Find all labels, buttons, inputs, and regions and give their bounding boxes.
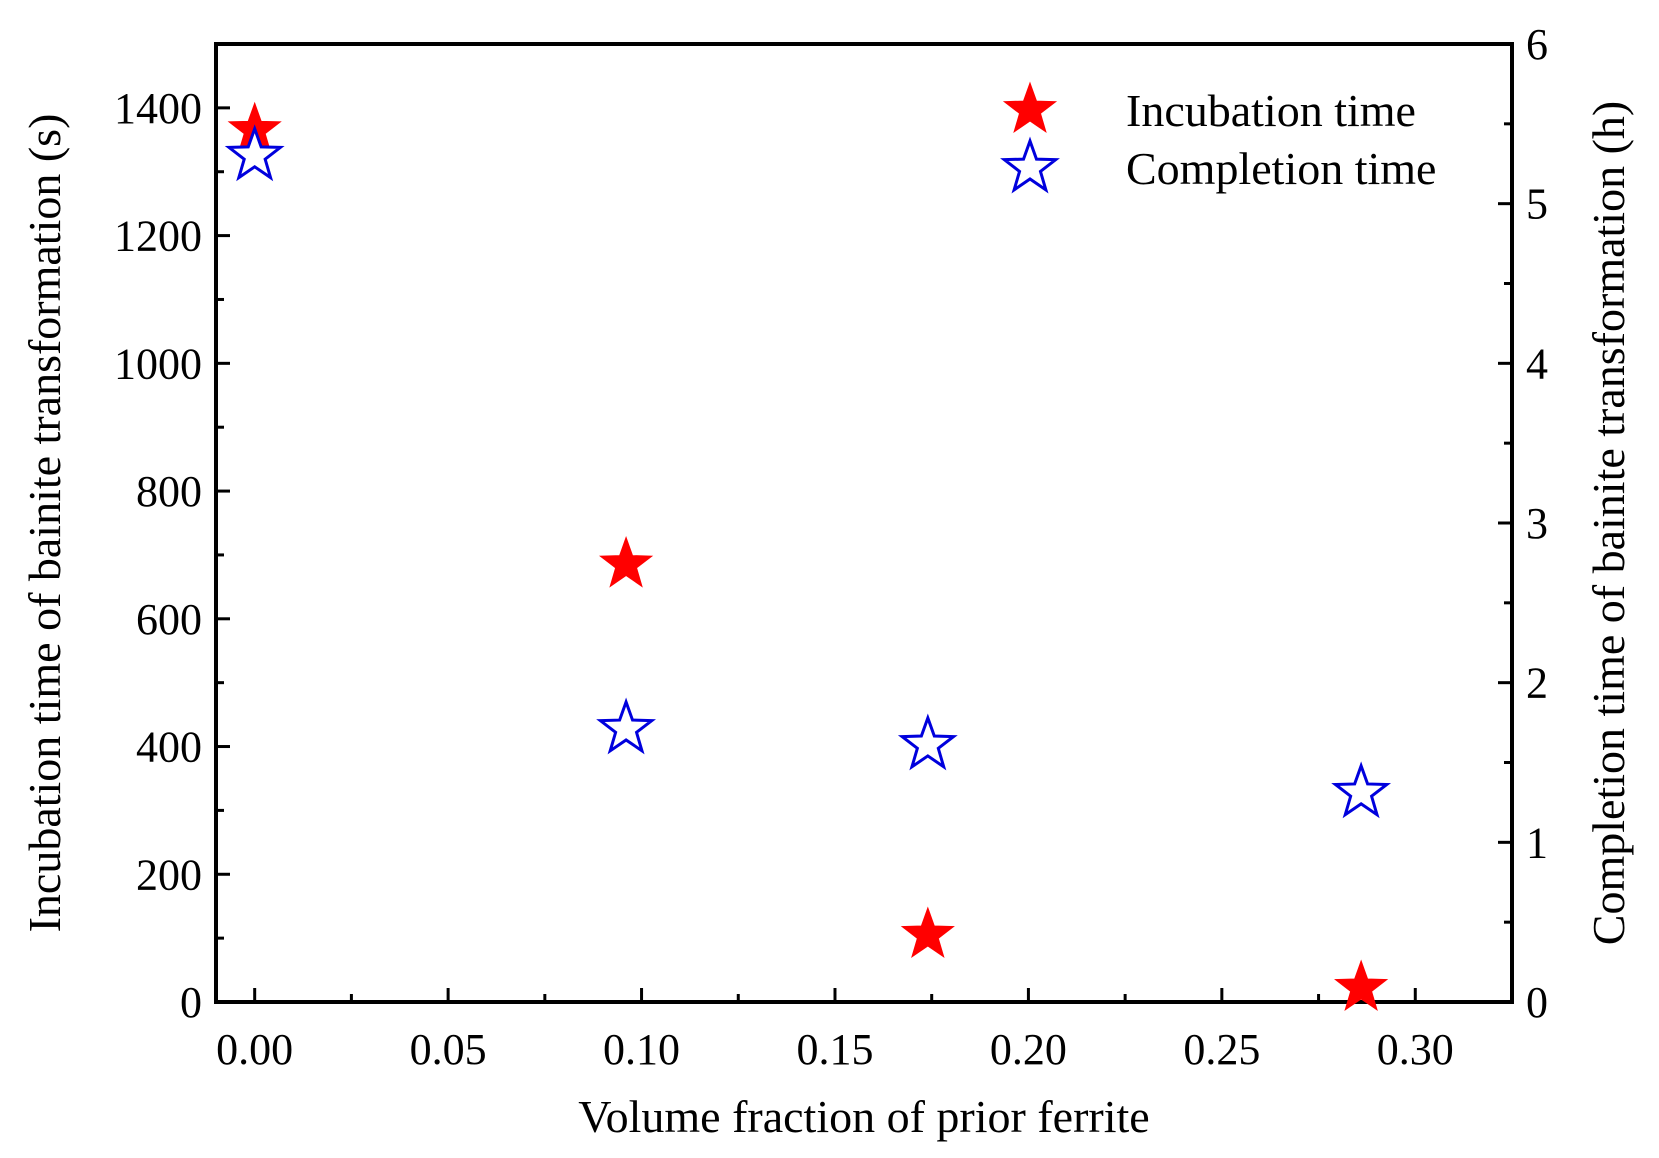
y-right-tick-label: 4: [1526, 339, 1548, 388]
legend-label-completion: Completion time: [1126, 143, 1436, 194]
y-left-tick-label: 1000: [114, 339, 202, 388]
x-tick-label: 0.30: [1377, 1025, 1454, 1074]
y-left-tick-label: 400: [136, 723, 202, 772]
y-right-tick-label: 3: [1526, 499, 1548, 548]
x-tick-label: 0.15: [796, 1025, 873, 1074]
x-axis-title: Volume fraction of prior ferrite: [578, 1091, 1149, 1142]
y-right-axis-title: Completion time of bainite transformatio…: [1583, 101, 1634, 945]
completion-time-point: [897, 713, 958, 771]
legend-label-incubation: Incubation time: [1126, 85, 1416, 136]
y-right-tick-label: 0: [1526, 978, 1548, 1027]
y-left-tick-label: 1400: [114, 84, 202, 133]
completion-time-point: [596, 697, 657, 755]
legend-marker-incubation: [1002, 81, 1058, 134]
x-tick-label: 0.05: [410, 1025, 487, 1074]
x-tick-label: 0.20: [990, 1025, 1067, 1074]
y-right-tick-label: 5: [1526, 180, 1548, 229]
x-tick-label: 0.25: [1183, 1025, 1260, 1074]
y-left-tick-label: 0: [180, 978, 202, 1027]
incubation-time-point: [598, 536, 654, 588]
y-left-tick-label: 800: [136, 467, 202, 516]
legend-marker-completion: [1000, 136, 1060, 194]
incubation-time-point: [1334, 959, 1389, 1011]
y-right-tick-label: 6: [1526, 20, 1548, 69]
y-left-axis-title: Incubation time of bainite transformatio…: [19, 114, 70, 933]
completion-time-point: [1331, 761, 1392, 819]
y-right-tick-label: 2: [1526, 659, 1548, 708]
y-left-tick-label: 200: [136, 850, 202, 899]
x-tick-label: 0.10: [603, 1025, 680, 1074]
x-tick-label: 0.00: [216, 1025, 293, 1074]
y-right-tick-label: 1: [1526, 818, 1548, 867]
y-left-tick-label: 1200: [114, 212, 202, 261]
completion-time-point: [224, 124, 285, 182]
incubation-time-point: [900, 906, 955, 958]
y-left-tick-label: 600: [136, 595, 202, 644]
